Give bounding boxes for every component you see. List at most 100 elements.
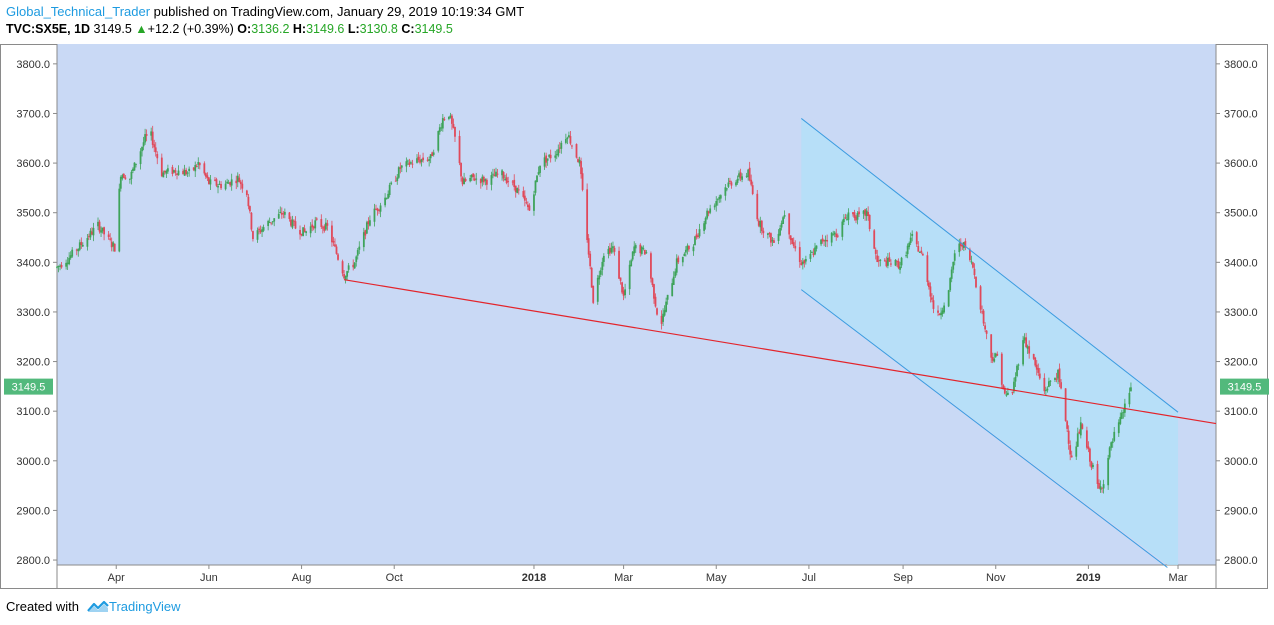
candle-body bbox=[87, 236, 90, 238]
candle-body bbox=[801, 261, 804, 265]
candle-body bbox=[794, 245, 797, 249]
candle-body bbox=[282, 213, 285, 215]
candle-body bbox=[141, 146, 143, 152]
candle-body bbox=[598, 275, 601, 280]
candle-body bbox=[417, 156, 420, 161]
candle-body bbox=[1014, 377, 1017, 382]
candle-body bbox=[416, 158, 418, 163]
candle-body bbox=[463, 178, 465, 185]
candle-body bbox=[920, 250, 923, 253]
candle-body bbox=[344, 275, 347, 280]
candle-body bbox=[236, 175, 239, 182]
candle-body bbox=[949, 278, 952, 291]
candle-body bbox=[624, 289, 627, 296]
brand-label: TradingView bbox=[108, 599, 181, 614]
candle-body bbox=[533, 194, 535, 211]
candle-body bbox=[926, 255, 929, 282]
candle-body bbox=[590, 267, 593, 288]
candle-body bbox=[782, 217, 784, 224]
candle-body bbox=[484, 179, 487, 181]
candle-body bbox=[688, 245, 690, 250]
candle-body bbox=[150, 131, 153, 136]
candle-body bbox=[1119, 416, 1122, 424]
candle-body bbox=[809, 253, 812, 259]
candle-body bbox=[947, 290, 950, 307]
candle-body bbox=[1057, 369, 1059, 379]
candle-body bbox=[1016, 365, 1018, 377]
candle-body bbox=[204, 173, 207, 177]
candle-body bbox=[879, 259, 882, 261]
candle-body bbox=[973, 268, 976, 276]
candle-body bbox=[1043, 377, 1046, 392]
candle-body bbox=[315, 218, 318, 220]
plot-background bbox=[57, 44, 1216, 565]
candle-body bbox=[432, 152, 435, 155]
candle-body bbox=[917, 246, 920, 252]
candle-body bbox=[69, 255, 72, 259]
candle-body bbox=[399, 167, 402, 169]
y-tick-label-right: 2800.0 bbox=[1224, 555, 1258, 567]
candle-body bbox=[975, 276, 977, 288]
candle-body bbox=[86, 238, 89, 247]
candle-body bbox=[311, 224, 314, 228]
candle-body bbox=[397, 167, 400, 178]
candle-body bbox=[555, 154, 558, 156]
candle-body bbox=[460, 162, 462, 177]
candle-body bbox=[798, 247, 801, 263]
author-link[interactable]: Global_Technical_Trader bbox=[6, 4, 151, 19]
candle-body bbox=[261, 229, 263, 232]
candle-body bbox=[59, 265, 61, 267]
candle-body bbox=[770, 233, 772, 243]
y-tick-label-left: 2800.0 bbox=[16, 555, 50, 567]
candle-body bbox=[821, 238, 824, 242]
candle-body bbox=[762, 230, 765, 234]
candle-body bbox=[1055, 378, 1058, 380]
candle-body bbox=[341, 261, 344, 274]
last-price: 3149.5 bbox=[93, 22, 132, 36]
candle-body bbox=[309, 226, 312, 234]
candle-body bbox=[888, 257, 891, 262]
candle-body bbox=[1111, 441, 1114, 444]
candle-body bbox=[830, 232, 833, 243]
candle-body bbox=[452, 123, 455, 128]
candle-body bbox=[458, 136, 461, 164]
published-text: published on TradingView.com, January 29… bbox=[153, 4, 525, 19]
candle-body bbox=[482, 176, 485, 183]
candle-body bbox=[396, 177, 399, 182]
candle-body bbox=[362, 232, 365, 248]
candle-body bbox=[57, 265, 60, 267]
candle-body bbox=[227, 182, 230, 184]
candle-body bbox=[990, 334, 993, 358]
candle-body bbox=[448, 116, 450, 119]
candle-body bbox=[952, 262, 955, 270]
candle-body bbox=[1054, 378, 1056, 380]
candles bbox=[56, 112, 1132, 494]
candle-body bbox=[198, 162, 201, 166]
candle-body bbox=[950, 269, 953, 279]
x-tick-label: Jun bbox=[200, 572, 218, 584]
candle-body bbox=[905, 255, 908, 257]
candle-body bbox=[153, 144, 156, 148]
candle-body bbox=[89, 230, 92, 238]
candle-body bbox=[91, 231, 93, 235]
candle-body bbox=[130, 171, 133, 179]
candle-body bbox=[937, 310, 939, 313]
candle-body bbox=[112, 242, 115, 247]
candle-body bbox=[422, 157, 424, 161]
candle-body bbox=[684, 249, 687, 253]
support-trendline bbox=[343, 279, 1217, 425]
tradingview-brand[interactable]: TradingView bbox=[83, 599, 181, 614]
candle-body bbox=[1102, 484, 1105, 489]
candle-body bbox=[569, 136, 572, 144]
candle-body bbox=[277, 213, 280, 219]
candle-body bbox=[941, 310, 944, 315]
candle-body bbox=[113, 243, 116, 252]
candle-body bbox=[1117, 422, 1120, 434]
candle-body bbox=[908, 242, 911, 247]
candle-body bbox=[672, 276, 675, 285]
candle-body bbox=[727, 182, 730, 187]
candle-body bbox=[208, 177, 210, 184]
symbol-info: TVC:SX5E, 1D 3149.5 ▲+12.2 (+0.39%) O:31… bbox=[6, 22, 453, 36]
candle-body bbox=[906, 245, 909, 255]
